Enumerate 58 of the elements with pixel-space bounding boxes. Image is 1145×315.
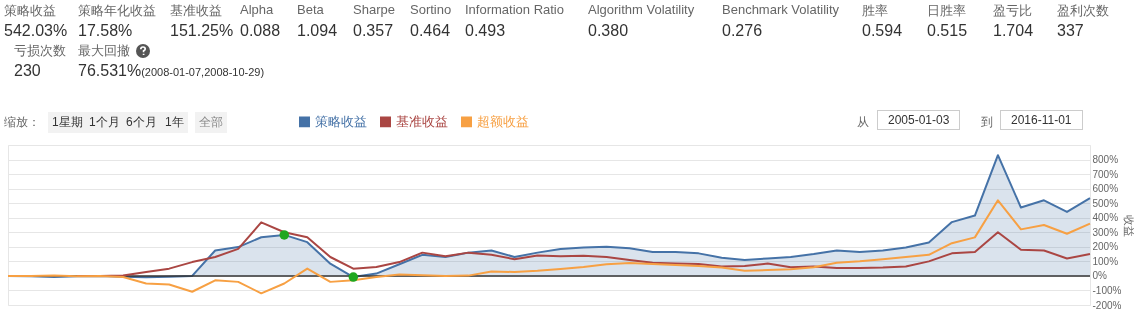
text: 337 xyxy=(1057,22,1084,40)
text: Sharpe xyxy=(353,2,395,17)
text: 0.088 xyxy=(240,22,281,40)
zoom-button: 1年 xyxy=(161,112,188,133)
text: 日胜率 xyxy=(927,2,966,20)
text: 0.594 xyxy=(862,22,903,40)
text: 1.094 xyxy=(297,22,338,40)
text: 1.704 xyxy=(993,22,1034,40)
y-tick-label: 800% xyxy=(1092,154,1119,166)
text: 151.25% xyxy=(170,22,234,40)
text: 从 xyxy=(857,114,869,131)
text: 0.380 xyxy=(588,22,629,40)
text: Sortino xyxy=(410,2,452,17)
y-tick-label: 700% xyxy=(1092,168,1119,180)
text: 盈亏比 xyxy=(993,2,1032,20)
text: (2008-01-07,2008-10-29) xyxy=(141,66,265,78)
text: Algorithm Volatility xyxy=(588,2,695,17)
date-field: 2005-01-03 xyxy=(877,110,961,130)
text: 230 xyxy=(14,62,41,80)
text: Alpha xyxy=(240,2,274,17)
y-tick-label: -200% xyxy=(1092,299,1122,311)
text: 0.515 xyxy=(927,22,968,40)
text: 0.276 xyxy=(722,22,763,40)
text: 策略年化收益 xyxy=(78,2,156,20)
text: 基准收益 xyxy=(170,2,222,20)
text: 盈利次数 xyxy=(1057,2,1109,20)
legend-label: 策略收益 xyxy=(315,113,367,129)
zoom-button: 全部 xyxy=(195,112,227,133)
text: 缩放： xyxy=(4,114,40,131)
y-tick-label: 200% xyxy=(1092,241,1119,253)
text: 策略收益 xyxy=(4,2,56,20)
text: Benchmark Volatility xyxy=(722,2,840,17)
text: 0.464 xyxy=(410,22,451,40)
text: 0.493 xyxy=(465,22,506,40)
text: Information Ratio xyxy=(465,2,564,17)
y-tick-label: 400% xyxy=(1092,212,1119,224)
y-tick-label: 300% xyxy=(1092,226,1119,238)
text: 0.357 xyxy=(353,22,394,40)
date-field: 2016-11-01 xyxy=(1000,110,1083,130)
legend-label: 超额收益 xyxy=(477,113,529,129)
zoom-button: 1个月 xyxy=(85,112,124,133)
text: 542.03% xyxy=(4,22,68,40)
text: 胜率 xyxy=(862,2,888,20)
line-series xyxy=(7,199,1091,295)
text: 最大回撤 xyxy=(78,42,130,60)
y-tick-label: 600% xyxy=(1092,183,1119,195)
text: 17.58% xyxy=(78,22,133,40)
zoom-button: 6个月 xyxy=(122,112,161,133)
text: Beta xyxy=(297,2,324,17)
text: 到 xyxy=(981,114,993,131)
y-axis-title: 收益 xyxy=(1123,214,1136,237)
y-tick-label: 500% xyxy=(1092,197,1119,209)
y-tick-label: 0% xyxy=(1092,270,1108,282)
y-tick-label: -100% xyxy=(1092,284,1122,296)
text: 亏损次数 xyxy=(14,42,66,60)
legend-label: 基准收益 xyxy=(396,113,448,129)
zoom-button: 1星期 xyxy=(48,112,87,133)
y-tick-label: 100% xyxy=(1092,255,1119,267)
